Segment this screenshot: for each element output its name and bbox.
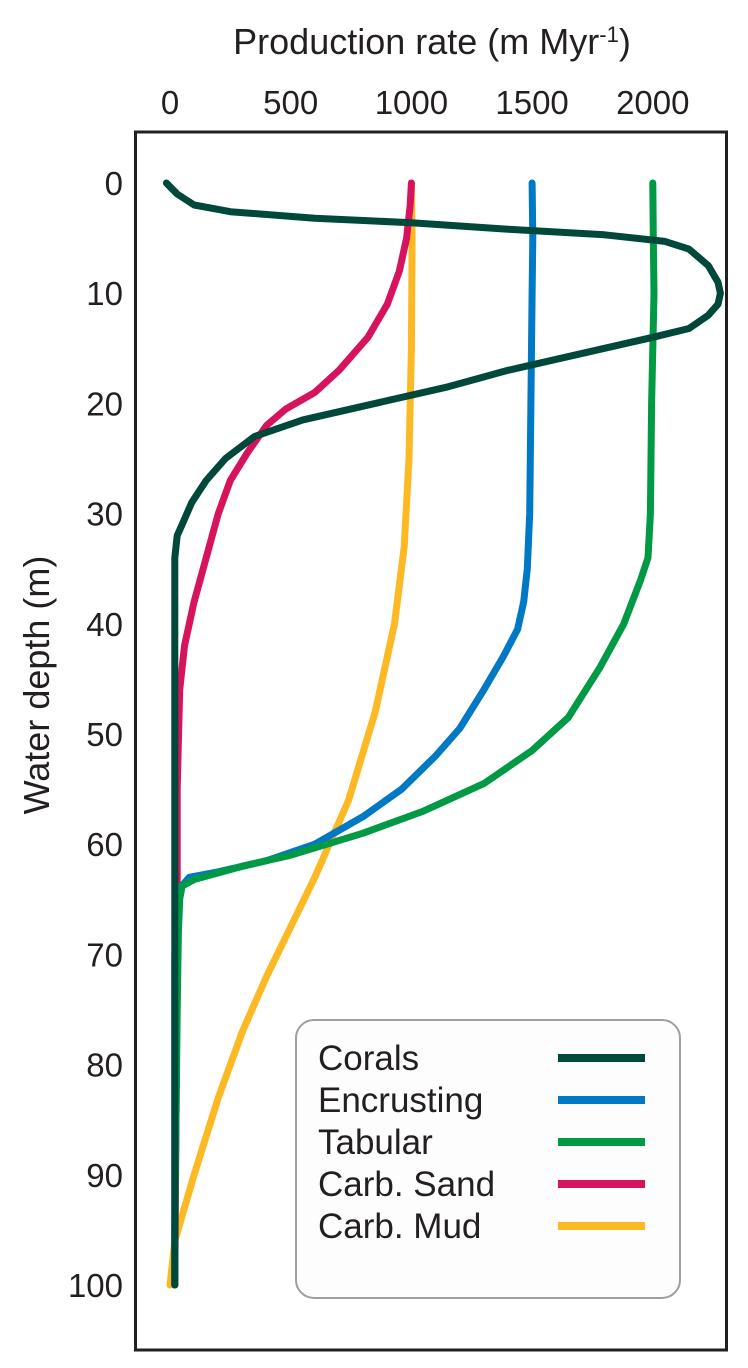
y-tick-label-0: 0 [105, 165, 123, 202]
x-axis-label: Production rate (m Myr-1) [233, 21, 631, 62]
x-tick-label-0: 0 [161, 84, 179, 121]
series-line-tabular [171, 179, 658, 1289]
x-tick-label-1000: 1000 [375, 84, 448, 121]
legend-label-carb-mud: Carb. Mud [318, 1207, 481, 1246]
legend-label-tabular: Tabular [318, 1123, 433, 1162]
y-tick-label-60: 60 [86, 826, 123, 863]
x-tick-label-500: 500 [263, 84, 318, 121]
y-axis-label: Water depth (m) [16, 556, 57, 815]
series-layer [162, 179, 724, 1289]
y-tick-label-10: 10 [86, 275, 123, 312]
legend-label-encrusting: Encrusting [318, 1081, 483, 1120]
x-axis-label-superscript: -1 [599, 22, 619, 47]
series-line-corals [162, 179, 724, 1289]
plot-frame [134, 130, 728, 1352]
y-tick-label-90: 90 [86, 1157, 123, 1194]
series-line-carb-mud [166, 179, 416, 1289]
y-tick-label-40: 40 [86, 606, 123, 643]
y-tick-label-20: 20 [86, 385, 123, 422]
x-tick-label-1500: 1500 [495, 84, 568, 121]
legend-label-carb-sand: Carb. Sand [318, 1165, 495, 1204]
y-tick-label-30: 30 [86, 496, 123, 533]
legend-label-corals: Corals [318, 1039, 419, 1078]
y-tick-label-70: 70 [86, 936, 123, 973]
y-tick-label-80: 80 [86, 1047, 123, 1084]
x-tick-label-2000: 2000 [616, 84, 689, 121]
y-tick-label-100: 100 [68, 1267, 123, 1304]
ticks-layer: 0 500 1000 1500 2000 0 10 20 30 40 50 60 70 80 90 100 [68, 84, 690, 1304]
y-tick-label-50: 50 [86, 716, 123, 753]
